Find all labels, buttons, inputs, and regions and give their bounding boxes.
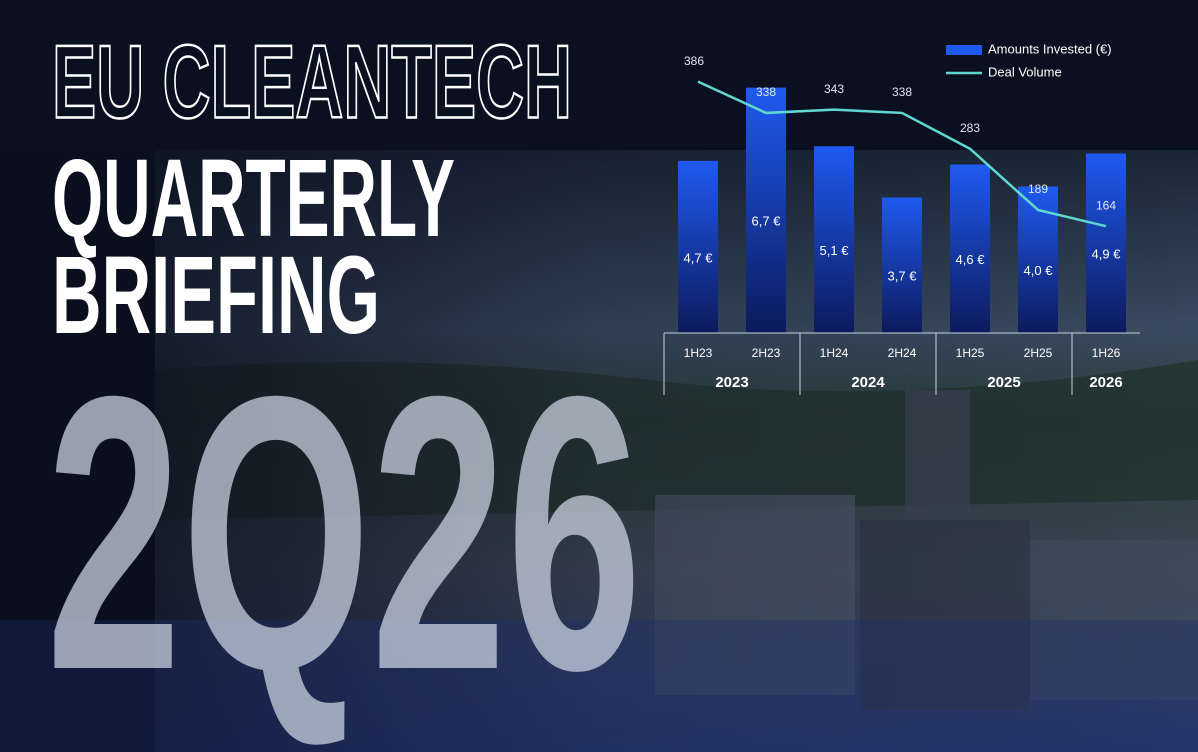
legend-label: Amounts Invested (€): [988, 41, 1112, 56]
group-label: 2025: [987, 374, 1020, 391]
bar-label: 4,7 €: [684, 250, 714, 265]
chart: 4,7 € 6,7 € 5,1 € 3,7 € 4,6 € 4,0 € 4,9 € 386 33…: [663, 41, 1140, 395]
x-tick-label: 1H25: [956, 346, 985, 360]
title-line: EU CLEANTECH: [52, 24, 572, 140]
line-label: 164: [1096, 198, 1116, 212]
bar-label: 6,7 €: [752, 214, 782, 229]
line-label: 386: [684, 54, 704, 68]
x-tick-label: 2H24: [888, 346, 917, 360]
bottom-tint: [0, 620, 1198, 752]
legend-label: Deal Volume: [988, 64, 1062, 79]
line-label: 189: [1028, 182, 1048, 196]
x-tick-label: 2H23: [752, 346, 781, 360]
group-label: 2026: [1089, 374, 1122, 391]
line: [697, 80, 1107, 228]
line-label: 338: [756, 85, 776, 99]
edition: 2Q26: [46, 315, 642, 751]
bar-label: 4,0 €: [1024, 263, 1054, 278]
x-tick-label: 2H25: [1024, 346, 1053, 360]
bar: [882, 197, 922, 333]
bar-label: 3,7 €: [888, 269, 918, 284]
bar-label: 5,1 €: [820, 243, 850, 258]
bar: [1086, 153, 1126, 333]
top-band: [0, 0, 1198, 150]
x-tick-label: 1H24: [820, 346, 849, 360]
title-line: BRIEFING: [52, 234, 380, 357]
line-label: 283: [960, 121, 980, 135]
line-label: 343: [824, 82, 844, 96]
bar: [678, 160, 718, 333]
group-label: 2024: [851, 374, 885, 391]
bar-label: 4,6 €: [956, 252, 986, 267]
bar: [814, 146, 854, 333]
line-label: 338: [892, 85, 912, 99]
bar: [746, 87, 786, 333]
legend-swatch: [946, 45, 982, 55]
bar: [950, 164, 990, 333]
x-tick-label: 1H26: [1092, 346, 1121, 360]
group-label: 2023: [715, 374, 748, 391]
x-tick-label: 1H23: [684, 346, 713, 360]
title-line: QUARTERLY: [52, 137, 455, 260]
bar-label: 4,9 €: [1092, 247, 1122, 262]
